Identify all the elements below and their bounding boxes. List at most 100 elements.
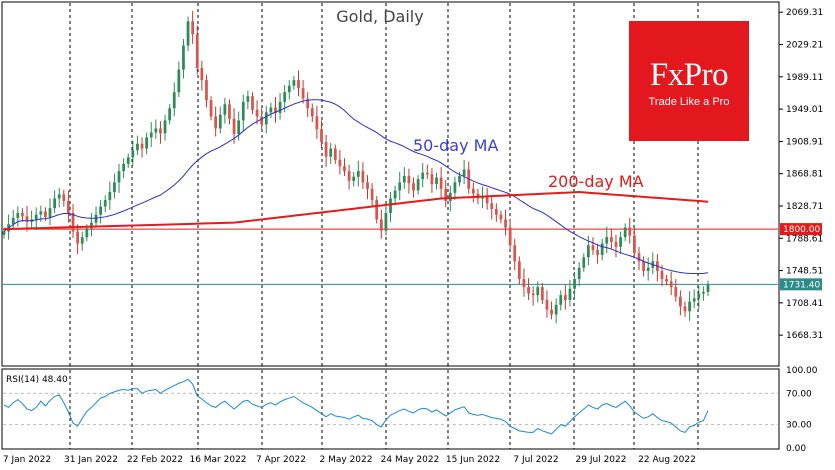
candle-body — [665, 279, 668, 282]
x-tick-label: 31 Jan 2022 — [64, 455, 118, 465]
x-tick-label: 29 Jul 2022 — [576, 455, 627, 465]
candle-body — [338, 159, 342, 167]
candle-body — [260, 116, 264, 125]
candle-body — [619, 237, 622, 247]
candle-body — [550, 309, 553, 315]
candle-body — [481, 196, 484, 199]
candle-body — [320, 129, 323, 143]
candle-body — [430, 174, 434, 184]
candle-body — [251, 96, 254, 110]
y-tick-label: 1908.91 — [786, 137, 823, 147]
candle-body — [439, 177, 443, 189]
candle-body — [660, 270, 664, 280]
candle-body — [246, 96, 250, 102]
candle-body — [389, 198, 392, 213]
candle-body — [412, 183, 415, 191]
candle-body — [554, 304, 558, 315]
y-tick-label: 1668.31 — [786, 331, 823, 341]
candle-body — [490, 203, 494, 209]
candle-body — [191, 21, 195, 35]
candle-body — [586, 245, 590, 258]
candle-body — [117, 171, 121, 183]
candle-body — [67, 200, 70, 213]
candle-body — [692, 298, 696, 302]
candle-body — [499, 214, 503, 220]
candle-body — [237, 120, 241, 135]
price-level-lines: 1800.00 1731.40 — [3, 223, 822, 291]
candle-body — [315, 116, 319, 130]
ma50-annotation: 50-day MA — [413, 136, 498, 155]
candle-body — [44, 211, 47, 218]
ma50-line — [3, 99, 709, 275]
candle-body — [154, 128, 158, 133]
candle-body — [577, 267, 581, 280]
candle-body — [53, 198, 56, 209]
candle-body — [80, 237, 84, 244]
x-tick-label: 22 Aug 2022 — [638, 455, 696, 465]
candle-body — [352, 176, 356, 181]
candle-body — [186, 21, 190, 46]
candle-body — [292, 80, 296, 86]
candle-body — [177, 69, 181, 93]
candle-body — [453, 182, 457, 193]
candle-body — [103, 200, 107, 207]
candle-body — [669, 281, 673, 288]
candle-body — [324, 142, 328, 157]
candle-body — [209, 100, 213, 117]
candle-body — [605, 237, 609, 244]
candle-body — [596, 250, 599, 255]
candle-body — [131, 150, 135, 158]
candle-body — [582, 257, 586, 268]
candle-body — [623, 227, 627, 238]
candle-body — [145, 137, 149, 149]
candle-body — [494, 208, 498, 215]
x-tick-label: 22 Feb 2022 — [127, 455, 183, 465]
candle-body — [513, 245, 517, 262]
rsi-tick-label: 70.00 — [786, 389, 812, 399]
y-tick-label: 1708.41 — [786, 299, 823, 309]
candle-body — [642, 261, 645, 271]
candle-body — [200, 68, 204, 81]
candle-body — [471, 188, 475, 194]
candle-body — [706, 284, 710, 292]
candle-body — [99, 206, 103, 215]
candle-body — [591, 245, 595, 251]
candle-body — [126, 157, 130, 164]
candle-body — [269, 107, 273, 113]
candle-body — [62, 194, 66, 201]
rsi-tick-label: 30.00 — [786, 421, 812, 431]
candle-body — [628, 227, 632, 236]
candle-body — [232, 118, 236, 135]
candle-body — [679, 296, 682, 307]
candle-body — [646, 267, 650, 271]
candle-body — [113, 182, 116, 193]
candle-body — [11, 217, 15, 225]
candle-body — [366, 182, 369, 189]
candle-body — [182, 45, 185, 70]
ma200-annotation: 200-day MA — [548, 172, 644, 191]
y-tick-label: 1868.81 — [786, 170, 823, 180]
candle-body — [370, 188, 374, 201]
price-level-tag — [780, 278, 822, 291]
candle-body — [159, 128, 162, 134]
candle-body — [545, 299, 549, 310]
candle-body — [402, 175, 406, 183]
candle-body — [76, 231, 80, 244]
candle-body — [425, 172, 429, 175]
y-tick-label: 2029.21 — [786, 41, 823, 51]
candle-body — [398, 182, 402, 191]
candle-body — [444, 188, 448, 201]
candle-body — [559, 295, 563, 305]
candle-body — [16, 212, 20, 218]
candle-body — [297, 80, 300, 89]
price-level-tag — [780, 223, 822, 236]
candle-body — [205, 80, 208, 101]
candle-body — [508, 227, 512, 246]
candle-body — [421, 172, 425, 180]
candle-body — [329, 148, 333, 157]
candle-body — [384, 212, 388, 231]
y-tick-label: 1949.01 — [786, 105, 823, 115]
candle-body — [361, 171, 365, 183]
candle-body — [702, 291, 705, 294]
candle-body — [435, 177, 438, 184]
